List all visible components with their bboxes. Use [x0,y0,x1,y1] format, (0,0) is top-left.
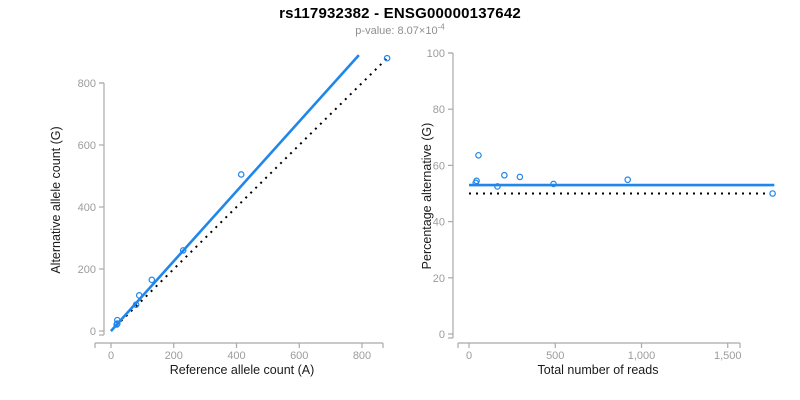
y-tick-label: 200 [78,264,96,276]
data-point [383,54,391,62]
page-title: rs117932382 - ENSG00000137642 [279,5,521,22]
x-tick-label: 500 [546,350,564,362]
data-point [113,316,121,324]
x-tick-label: 1,000 [628,350,656,362]
y-tick-label: 0 [439,329,445,341]
left-plot: 0 200 400 600 800 0 200 400 600 800 [78,54,391,362]
x-tick-label: 0 [108,350,114,362]
y-tick-label: 60 [433,160,445,172]
data-point [132,301,140,308]
x-tick-label: 200 [165,350,183,362]
data-point [624,176,632,184]
y-tick-label: 40 [433,217,445,229]
data-point [501,171,508,179]
data-point [550,180,557,188]
data-point [113,320,121,327]
data-point [179,247,187,254]
y-tick-label: 100 [427,48,445,60]
pvalue-subtitle: p-value: 8.07×10-4 [0,22,800,37]
x-tick-label: 0 [466,350,472,362]
left-plot-ylabel: Alternative allele count (G) [49,126,63,274]
data-point [135,292,143,299]
y-tick-label: 80 [433,104,445,116]
y-tick-label: 800 [78,78,96,90]
y-tick-label: 600 [78,140,96,152]
right-plot-xlabel: Total number of reads [537,363,659,377]
right-plot: 0 500 1,000 1,500 0 20 40 60 80 100 [427,48,776,362]
data-point [475,151,482,159]
data-point [516,173,524,181]
data-point [494,183,501,190]
data-point [473,177,480,185]
left-plot-xlabel: Reference allele count (A) [169,363,315,377]
y-tick-label: 0 [90,326,96,338]
data-point [148,276,156,284]
y-tick-label: 20 [433,273,445,285]
pvalue-text: p-value: 8.07×10 [355,25,438,37]
x-tick-label: 800 [353,350,371,362]
x-tick-label: 1,500 [714,350,742,362]
pvalue-exponent: -4 [437,22,445,32]
y-tick-label: 400 [78,202,96,214]
identity-line [110,55,390,332]
fit-line [110,54,360,332]
x-tick-label: 400 [227,350,245,362]
x-tick-label: 600 [290,350,308,362]
right-plot-ylabel: Percentage alternative (G) [420,122,434,270]
data-point [769,190,776,197]
data-point [237,171,245,178]
